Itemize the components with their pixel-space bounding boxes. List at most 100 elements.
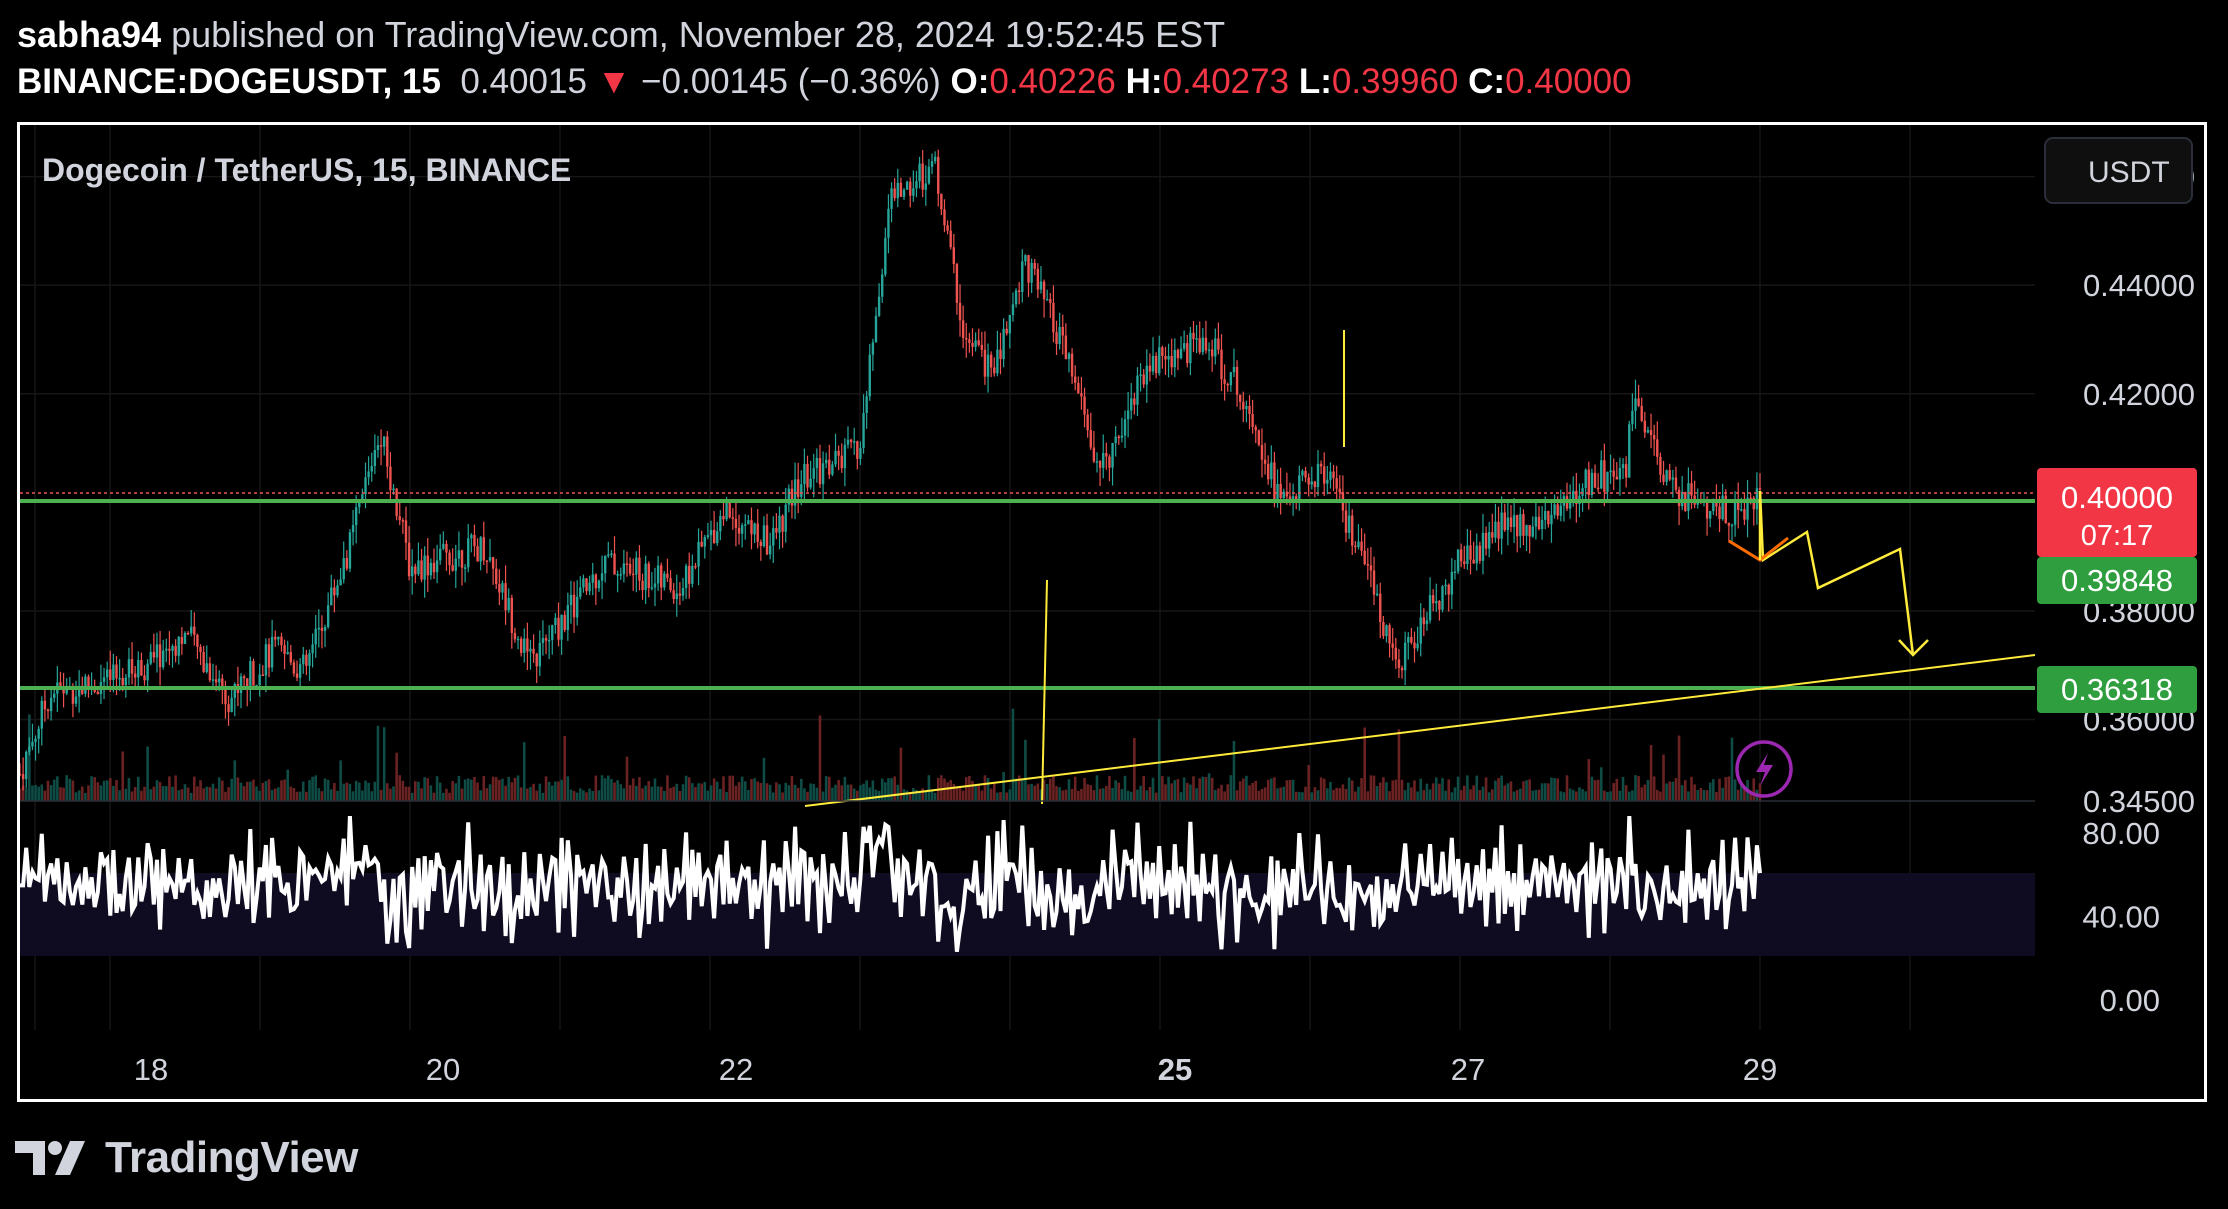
volume-bar (1270, 778, 1273, 801)
volume-bar (1624, 785, 1628, 801)
candle-body (653, 583, 657, 588)
publisher-name[interactable]: sabha94 (17, 14, 162, 55)
volume-bar (171, 786, 174, 801)
candle-body (491, 557, 495, 569)
candle-body (547, 639, 551, 642)
candle-body (641, 580, 644, 591)
candle-body (261, 674, 264, 677)
rsi-tick: 40.00 (2082, 899, 2160, 934)
tv-logo-icon (15, 1141, 85, 1175)
price-chart[interactable]: 0.460000.440000.420000.380000.360000.345… (20, 125, 2204, 1099)
candle-body (1248, 405, 1251, 414)
candle-body (1217, 338, 1220, 350)
trend-line[interactable] (804, 654, 2036, 807)
volume-bar (71, 780, 75, 801)
volume-bar (1649, 745, 1653, 801)
volume-bar (1030, 783, 1033, 801)
volume-bar (255, 786, 258, 801)
candle-body (734, 518, 738, 528)
candle-body (414, 566, 417, 575)
vertical-marker-left[interactable] (1041, 579, 1048, 805)
volume-bar (809, 783, 812, 801)
volume-bar (566, 776, 570, 801)
down-arrow-icon: ▼ (596, 62, 632, 101)
candle-body (921, 163, 924, 190)
candle-body (1403, 642, 1407, 671)
volume-bar (669, 788, 672, 801)
candle-body (871, 342, 875, 355)
candle-body (1581, 488, 1584, 496)
candle-body (1677, 489, 1681, 507)
candle-body (1179, 348, 1183, 359)
candle-body (1077, 382, 1080, 394)
candle-body (1752, 497, 1755, 510)
price-tick: 0.44000 (2083, 268, 2195, 303)
candle-body (706, 535, 710, 538)
currency-button[interactable]: USDT (2044, 137, 2193, 204)
volume-bar (90, 776, 93, 801)
tradingview-logo[interactable]: TradingView (15, 1133, 358, 1183)
volume-bar (1226, 784, 1230, 801)
candle-body (333, 587, 336, 596)
candle-body (999, 349, 1002, 359)
volume-bar (183, 784, 187, 801)
volume-bar (1120, 789, 1124, 801)
volume-bar (295, 791, 299, 801)
projection-path[interactable] (1758, 490, 1915, 656)
volume-bar (1497, 778, 1500, 801)
volume-bar (737, 782, 741, 801)
candle-body (1142, 374, 1145, 385)
candle-body (1319, 463, 1323, 467)
candle-body (463, 567, 467, 569)
volume-bar (1531, 790, 1535, 801)
candle-body (1388, 625, 1391, 644)
candle-body (1039, 281, 1043, 290)
volume-bar (364, 780, 367, 801)
volume-bar (40, 784, 44, 801)
volume-bar (709, 785, 713, 801)
volume-bar (1017, 775, 1021, 801)
volume-bar (28, 714, 31, 801)
candle-body (632, 573, 635, 576)
volume-bar (217, 777, 221, 801)
time-axis[interactable]: 18 20 22 25 27 29 (134, 1052, 1777, 1087)
volume-bar (846, 784, 850, 801)
candle-body (127, 659, 131, 678)
candle-body (712, 529, 716, 544)
volume-bar (376, 725, 380, 801)
volume-bar (438, 782, 442, 801)
volume-bar (1450, 792, 1454, 801)
low-label: L: (1298, 62, 1332, 101)
volume-bar (59, 787, 62, 801)
candle-body (927, 166, 931, 184)
high-value: 0.40273 (1162, 62, 1290, 101)
volume-bar (513, 777, 517, 801)
volume-bar (1431, 783, 1435, 801)
candle-body (949, 230, 952, 248)
lightning-icon[interactable] (1735, 740, 1793, 798)
chart-panel[interactable]: 0.460000.440000.420000.380000.360000.345… (17, 122, 2207, 1102)
candle-body (330, 587, 333, 606)
candle-body (1192, 332, 1195, 340)
volume-bar (958, 786, 962, 801)
volume-bar (1052, 775, 1055, 801)
volume-bar (1643, 784, 1647, 801)
volume-bar (753, 778, 756, 801)
volume-bar (1357, 786, 1360, 801)
candle-body (740, 525, 744, 534)
candle-body (1447, 584, 1450, 595)
candle-body (1379, 593, 1382, 622)
volume-bar (1640, 787, 1644, 801)
volume-bar (473, 776, 476, 801)
volume-bar (168, 776, 171, 801)
candle-body (697, 541, 700, 567)
candle-body (1444, 584, 1447, 587)
volume-bar (488, 784, 492, 801)
candle-body (747, 520, 750, 525)
candle-body (784, 504, 787, 532)
candle-body (1596, 487, 1600, 490)
volume-bar (622, 788, 626, 801)
volume-bar (1584, 791, 1587, 801)
volume-bar (1164, 784, 1167, 801)
volume-bar (868, 787, 872, 801)
